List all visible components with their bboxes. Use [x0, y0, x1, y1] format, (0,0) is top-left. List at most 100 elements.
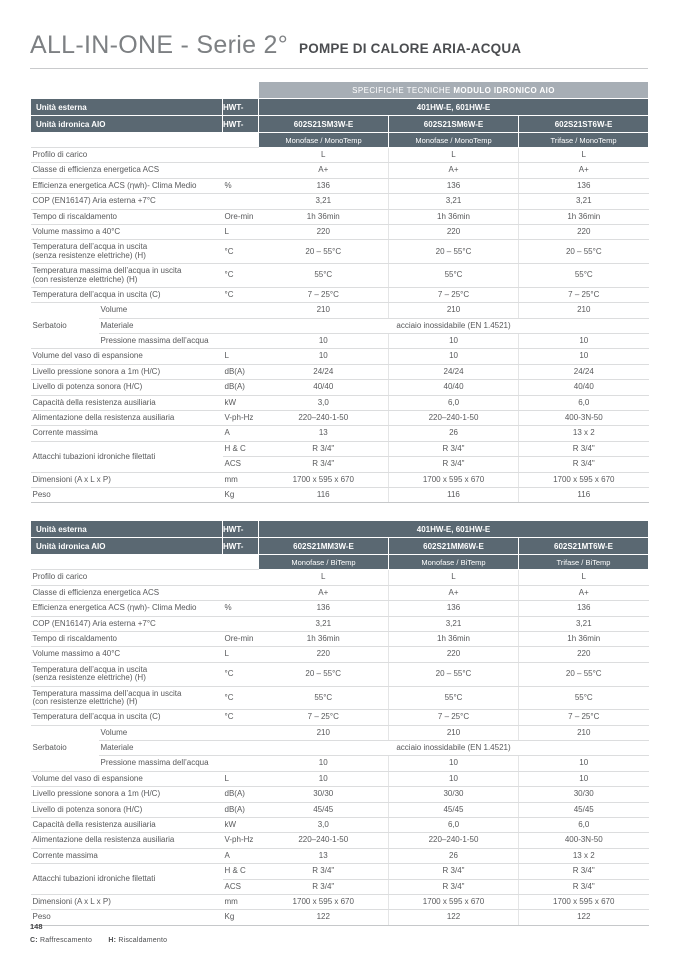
external-unit-label: Unità esterna — [30, 98, 223, 116]
spec-row: Livello pressione sonora a 1m (H/C) dB(A)… — [30, 786, 649, 803]
value-cell: 55°C — [518, 686, 649, 711]
value-cell: R 3/4" — [258, 456, 389, 473]
value-cell: 20 – 55°C — [518, 239, 649, 265]
phase-label: Monofase / BiTemp — [258, 554, 389, 571]
value-cell: 20 – 55°C — [518, 662, 649, 687]
unit-cell: mm — [222, 894, 259, 911]
value-cell: 13 — [258, 848, 389, 865]
spec-row: Volume del vaso di espansione L 10 10 10 — [30, 348, 649, 365]
spec-subrow: Pressione massima dell’acqua 10 10 10 — [31, 755, 649, 772]
value-cell: 10 — [388, 771, 519, 788]
value-cell: 13 x 2 — [518, 848, 649, 865]
value-cell: A+ — [388, 585, 519, 602]
value-cell: 10 — [258, 771, 389, 788]
value-cell: 220 — [388, 646, 519, 663]
value-cell: 210 — [518, 302, 649, 319]
value-cell: 1h 36min — [388, 209, 519, 225]
row-sublabel: Materiale — [98, 318, 223, 335]
unit-cell: Ore-min — [222, 209, 259, 225]
row-label: Livello pressione sonora a 1m (H/C) — [30, 364, 223, 381]
row-label: Tempo di riscaldamento — [30, 209, 223, 225]
value-cell: R 3/4" — [518, 441, 649, 458]
spec-row: Temperatura dell’acqua in uscita (C) °C 7 … — [30, 287, 649, 304]
phase-row: Monofase / MonoTemp Monofase / MonoTemp Tr… — [30, 132, 650, 148]
value-cell: R 3/4" — [518, 879, 649, 895]
value-cell: 55°C — [258, 263, 389, 288]
row-label: COP (EN16147) Aria esterna +7°C — [30, 193, 223, 210]
footnote-heat-key: H: — [108, 936, 117, 944]
value-cell: 55°C — [388, 263, 519, 288]
spec-row: Livello pressione sonora a 1m (H/C) dB(A)… — [30, 364, 649, 381]
value-cell: 20 – 55°C — [258, 239, 389, 265]
unit-cell — [222, 302, 259, 319]
unit-cell: L — [222, 646, 259, 663]
value-cell: 210 — [388, 302, 519, 319]
value-cell: 45/45 — [518, 802, 649, 819]
row-label: Dimensioni (A x L x P) — [30, 472, 223, 488]
spec-subrow: Serbatoio Volume 210 210 210 — [30, 725, 649, 772]
footnote: C: Raffrescamento H: Riscaldamento — [30, 937, 648, 944]
row-label: Volume del vaso di espansione — [30, 771, 223, 788]
spec-row: Classe di efficienza energetica ACS A+ A+ A… — [30, 162, 649, 179]
value-cell: 30/30 — [518, 786, 649, 803]
spec-row: Temperatura massima dell’acqua in uscita… — [30, 686, 649, 711]
phase-label: Trifase / BiTemp — [518, 554, 649, 571]
value-cell: 20 – 55°C — [388, 239, 519, 265]
value-cell: 220 — [388, 224, 519, 241]
value-cell: 1700 x 595 x 670 — [388, 472, 519, 488]
external-unit-row: Unità esterna HWT- 401HW-E, 601HW-E — [30, 520, 649, 539]
value-cell: L — [388, 147, 519, 164]
row-sublabel: Volume — [98, 725, 223, 742]
unit-cell: °C — [222, 287, 259, 304]
value-cell: 3,21 — [258, 616, 389, 632]
value-cell: L — [258, 147, 389, 164]
value-cell: 3,0 — [258, 817, 389, 834]
value-cell: 6,0 — [518, 395, 649, 412]
unit-cell — [222, 193, 259, 210]
value-cell: A+ — [258, 162, 389, 179]
page-subtitle: POMPE DI CALORE ARIA-ACQUA — [299, 41, 522, 56]
row-label: Peso — [30, 487, 223, 504]
unit-cell — [222, 616, 259, 632]
model-name: 602S21MT6W-E — [518, 537, 649, 556]
group-label: Serbatoio — [30, 725, 99, 772]
unit-cell: mm — [222, 472, 259, 488]
value-cell: 116 — [518, 487, 649, 504]
value-cell: 122 — [258, 909, 389, 926]
value-cell: 30/30 — [258, 786, 389, 803]
row-label: Volume massimo a 40°C — [30, 646, 223, 663]
unit-cell: V-ph-Hz — [222, 832, 259, 849]
row-label: Livello di potenza sonora (H/C) — [30, 802, 223, 819]
value-cell: 10 — [518, 333, 649, 350]
value-cell: 20 – 55°C — [258, 662, 389, 687]
spec-row: Profilo di carico L L L — [30, 147, 649, 164]
external-unit-value: 401HW-E, 601HW-E — [258, 520, 649, 539]
group-label: Serbatoio — [30, 302, 99, 350]
row-label: Corrente massima — [30, 848, 223, 865]
value-cell: 1700 x 595 x 670 — [518, 894, 649, 911]
unit-cell — [222, 162, 259, 179]
spec-row: Corrente massima A 13 26 13 x 2 — [30, 425, 649, 442]
value-cell: 13 — [258, 425, 389, 442]
external-unit-row: Unità esterna HWT- 401HW-E, 601HW-E — [30, 98, 650, 116]
model-name: 602S21SM6W-E — [388, 115, 520, 133]
value-cell: 210 — [258, 725, 389, 742]
row-label: Temperatura dell’acqua in uscita (C) — [30, 287, 223, 304]
page-title: ALL-IN-ONE - Serie 2° — [30, 31, 289, 59]
value-cell: 7 – 25°C — [388, 287, 519, 304]
value-cell: 24/24 — [388, 364, 519, 381]
spec-row: Corrente massima A 13 26 13 x 2 — [30, 848, 649, 865]
row-label: Capacità della resistenza ausiliaria — [30, 395, 223, 412]
unit-cell: °C — [222, 239, 259, 265]
value-cell: 3,21 — [518, 616, 649, 632]
value-cell: 30/30 — [388, 786, 519, 803]
value-cell: 10 — [518, 348, 649, 365]
model-prefix: HWT- — [222, 520, 259, 539]
model-name: 602S21MM6W-E — [388, 537, 519, 556]
unit-cell: dB(A) — [222, 379, 259, 396]
value-cell: 7 – 25°C — [518, 287, 649, 304]
value-cell: 1h 36min — [388, 631, 519, 648]
model-prefix: HWT- — [222, 537, 259, 556]
value-cell: 26 — [388, 848, 519, 865]
